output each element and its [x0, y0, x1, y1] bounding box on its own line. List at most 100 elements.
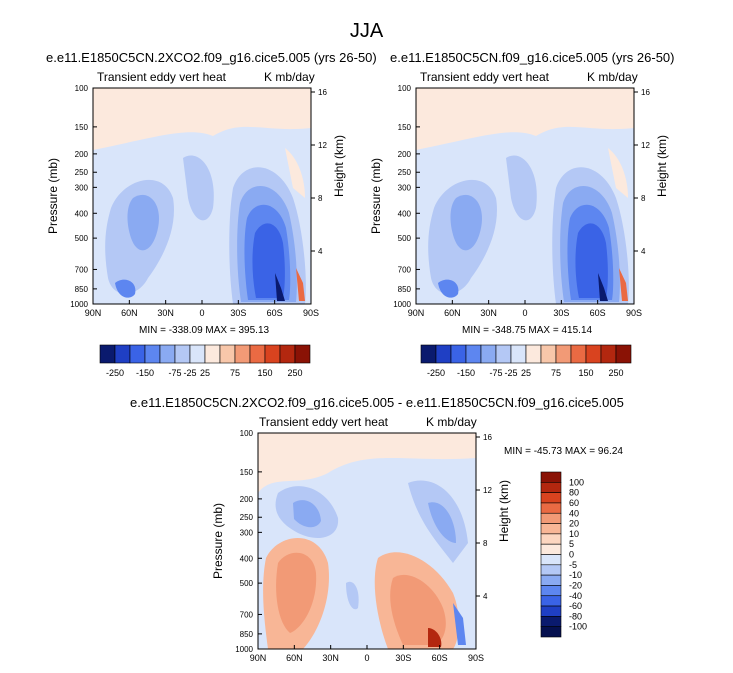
y-tick-label: 100 — [398, 84, 412, 93]
x-tick-label: 30N — [480, 308, 497, 318]
x-tick-label: 60N — [286, 653, 303, 663]
y-tick-label: 500 — [240, 579, 254, 588]
colorbar-box — [279, 344, 296, 364]
contour-field — [258, 433, 476, 649]
y2-tick-label: 12 — [483, 486, 492, 495]
colorbar-box — [540, 533, 562, 545]
x-tick-label: 90N — [85, 308, 102, 318]
colorbar-box — [450, 344, 467, 364]
panel2-title: e.e11.E1850C5CN.f09_g16.cice5.005 (yrs 2… — [390, 50, 675, 65]
colorbar-box — [585, 344, 602, 364]
colorbar-box — [174, 344, 191, 364]
positive-core-nh — [276, 552, 317, 633]
colorbar-box — [615, 344, 632, 364]
colorbar-label: -60 — [569, 601, 582, 611]
colorbar-box — [465, 344, 482, 364]
colorbar-label: -40 — [569, 591, 582, 601]
colorbar-label: 10 — [569, 529, 579, 539]
y-tick-label: 400 — [240, 554, 254, 563]
left-string: Transient eddy vert heat — [420, 70, 550, 84]
x-tick-label: 30S — [553, 308, 569, 318]
x-tick-label: 90S — [303, 308, 319, 318]
colorbar-box — [510, 344, 527, 364]
colorbar-label: -150 — [457, 368, 475, 378]
colorbar-label: -5 — [569, 560, 577, 570]
y-tick-label: 150 — [240, 468, 254, 477]
colorbar-label: -25 — [504, 368, 517, 378]
colorbar-box — [540, 554, 562, 566]
colorbar-label: 25 — [200, 368, 210, 378]
colorbar-label: 150 — [578, 368, 593, 378]
x-tick-label: 90N — [250, 653, 267, 663]
negative-extreme-sh — [453, 603, 466, 645]
negative-surface-nh — [438, 279, 459, 298]
y-tick-label: 300 — [75, 183, 89, 192]
colorbar-box — [540, 626, 562, 638]
positive-region-upper — [258, 433, 476, 493]
y-tick-label: 150 — [398, 123, 412, 132]
y-tick-label: 100 — [75, 84, 89, 93]
x-tick-label: 30S — [230, 308, 246, 318]
colorbar-box — [540, 344, 557, 364]
contour-field — [416, 88, 634, 304]
y2-tick-label: 12 — [318, 141, 327, 150]
y-axis-label: Pressure (mb) — [46, 158, 60, 234]
y-tick-label: 100 — [240, 429, 254, 438]
positive-extreme-sh — [619, 268, 628, 301]
colorbar-box — [420, 344, 437, 364]
y2-tick-label: 8 — [641, 194, 646, 203]
y-tick-label: 850 — [398, 285, 412, 294]
colorbar-box — [540, 523, 562, 535]
x-tick-label: 0 — [364, 653, 369, 663]
colorbar-label: 75 — [551, 368, 561, 378]
negative-region-tropics — [506, 155, 537, 221]
min-max-label: MIN = -338.09 MAX = 395.13 — [139, 325, 270, 336]
colorbar-label: 80 — [569, 488, 579, 498]
negative-core-sh-upper — [428, 502, 456, 543]
colorbar-label: -80 — [569, 611, 582, 621]
colorbar-box — [540, 564, 562, 576]
y-tick-label: 250 — [240, 513, 254, 522]
positive-region-upper — [416, 88, 634, 150]
positive-region-right — [608, 148, 628, 198]
colorbar-label: 250 — [608, 368, 623, 378]
colorbar-box — [555, 344, 572, 364]
colorbar-label: 60 — [569, 498, 579, 508]
colorbar-box — [219, 344, 236, 364]
min-max-label: MIN = -45.73 MAX = 96.24 — [504, 446, 623, 457]
y2-axis-label: Height (km) — [655, 135, 669, 197]
y2-tick-label: 16 — [641, 88, 650, 97]
x-tick-label: 0 — [199, 308, 204, 318]
left-string: Transient eddy vert heat — [259, 415, 389, 429]
y-tick-label: 300 — [240, 528, 254, 537]
y-tick-label: 300 — [398, 183, 412, 192]
y-tick-label: 700 — [75, 265, 89, 274]
x-tick-label: 90S — [468, 653, 484, 663]
colorbar-box — [540, 471, 562, 483]
colorbar-box — [540, 616, 562, 627]
colorbar-box — [540, 512, 562, 524]
y-tick-label: 500 — [398, 234, 412, 243]
y2-tick-label: 4 — [483, 592, 488, 601]
y-axis-label: Pressure (mb) — [211, 503, 225, 579]
x-tick-label: 0 — [522, 308, 527, 318]
y2-axis-label: Height (km) — [332, 135, 346, 197]
y-tick-label: 200 — [240, 495, 254, 504]
y-tick-label: 700 — [398, 265, 412, 274]
colorbar-box — [435, 344, 452, 364]
negative-surface-nh — [115, 279, 136, 298]
y-tick-label: 1000 — [70, 300, 88, 309]
y-tick-label: 500 — [75, 234, 89, 243]
left-string: Transient eddy vert heat — [97, 70, 227, 84]
colorbar-label: 0 — [569, 550, 574, 560]
y-tick-label: 200 — [398, 150, 412, 159]
y-tick-label: 700 — [240, 610, 254, 619]
colorbar-label: 150 — [257, 368, 272, 378]
colorbar-label: -75 — [168, 368, 181, 378]
x-tick-label: 90N — [408, 308, 425, 318]
colorbar-label: -100 — [569, 622, 587, 632]
colorbar-label: -75 — [489, 368, 502, 378]
colorbar-label: -250 — [106, 368, 124, 378]
x-tick-label: 30N — [322, 653, 339, 663]
negative-core-nh — [450, 194, 482, 251]
